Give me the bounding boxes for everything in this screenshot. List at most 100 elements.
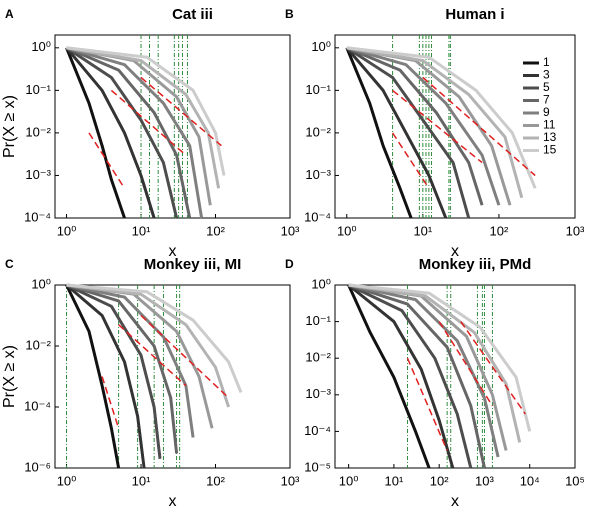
fit-line (101, 376, 120, 429)
fit-line (118, 324, 187, 387)
series-line (345, 46, 448, 219)
x-tick-label: 10⁰ (337, 223, 357, 238)
series-line (66, 283, 243, 393)
panel-letter: D (285, 257, 294, 271)
x-tick-label: 10⁰ (57, 473, 77, 488)
series-line (348, 283, 500, 458)
y-tick-label: 10⁻¹ (305, 313, 331, 328)
series-line (347, 284, 431, 469)
series-line (65, 47, 126, 219)
y-tick-label: 10⁻⁴ (304, 423, 331, 438)
legend-label: 15 (543, 143, 557, 157)
series-line (66, 46, 221, 189)
x-tick-label: 10¹ (132, 473, 151, 488)
series-line (345, 47, 413, 219)
series-line (65, 283, 162, 459)
series-line (65, 283, 146, 469)
y-tick-label: 10⁻⁴ (304, 209, 331, 224)
y-tick-label: 10⁻⁴ (24, 209, 51, 224)
y-tick-label: 10⁻² (305, 124, 331, 139)
y-tick-label: 10⁻² (25, 337, 51, 352)
x-axis-label: x (451, 243, 459, 260)
x-tick-label: 10⁵ (565, 473, 585, 488)
panel-letter: C (5, 257, 14, 271)
y-tick-label: 10⁻¹ (305, 82, 331, 97)
x-axis-label: x (169, 493, 177, 510)
series-line (347, 283, 473, 469)
x-axis-label: x (451, 493, 459, 510)
series-line (347, 283, 455, 469)
x-tick-label: 10² (490, 223, 509, 238)
x-tick-label: 10¹ (413, 223, 432, 238)
y-tick-label: 10⁻² (25, 124, 51, 139)
y-tick-label: 10⁻² (305, 350, 331, 365)
fit-line (438, 321, 494, 407)
legend-label: 13 (543, 130, 557, 144)
x-tick-label: 10¹ (385, 473, 404, 488)
series-line (348, 283, 522, 443)
legend-label: 5 (543, 80, 550, 94)
plot-area (54, 284, 291, 469)
legend-label: 9 (543, 105, 550, 119)
series-line (65, 46, 156, 219)
x-tick-label: 10³ (281, 473, 300, 488)
fit-line (422, 76, 536, 177)
fit-line (460, 321, 526, 415)
plot-area (334, 284, 576, 469)
fit-line (392, 89, 483, 164)
fit-line (391, 132, 430, 189)
legend-label: 3 (543, 68, 550, 82)
series-line (66, 283, 231, 408)
y-tick-label: 10⁻¹ (25, 82, 51, 97)
y-axis-label: Pr(X ≥ x) (1, 345, 18, 408)
x-tick-label: 10⁰ (57, 223, 77, 238)
series-line (346, 46, 537, 189)
y-tick-label: 10⁻⁴ (24, 398, 51, 413)
series-line (66, 283, 179, 454)
y-tick-label: 10⁰ (311, 39, 331, 54)
fit-line (140, 314, 230, 399)
series-line (66, 46, 226, 176)
chart-title: Human i (445, 6, 504, 23)
panel-letter: B (285, 7, 294, 21)
y-tick-label: 10⁻³ (25, 167, 51, 182)
y-tick-label: 10⁰ (31, 39, 51, 54)
x-axis-label: x (169, 243, 177, 260)
x-tick-label: 10² (430, 473, 449, 488)
x-tick-label: 10¹ (132, 223, 151, 238)
series-line (346, 46, 484, 206)
series-line (65, 284, 121, 469)
x-tick-label: 10² (206, 473, 225, 488)
x-tick-label: 10³ (281, 223, 300, 238)
legend-label: 11 (543, 118, 556, 132)
series-line (65, 46, 179, 219)
y-tick-label: 10⁻⁶ (24, 459, 51, 474)
legend-label: 7 (543, 93, 550, 107)
series-line (66, 46, 204, 219)
fit-line (110, 89, 187, 156)
x-tick-label: 10³ (475, 473, 494, 488)
series-line (66, 283, 195, 438)
y-tick-label: 10⁰ (31, 276, 51, 291)
series-line (346, 46, 524, 199)
series-line (348, 283, 486, 469)
fit-line (406, 357, 448, 451)
x-tick-label: 10² (206, 223, 225, 238)
y-tick-label: 10⁻³ (305, 167, 331, 182)
series-line (346, 46, 501, 206)
chart-title: Monkey iii, PMd (419, 256, 532, 273)
x-tick-label: 10³ (566, 223, 585, 238)
y-tick-label: 10⁻⁵ (304, 459, 331, 474)
y-tick-label: 10⁰ (311, 276, 331, 291)
series-line (348, 283, 532, 432)
series-line (345, 46, 471, 219)
fit-line (140, 76, 222, 147)
y-axis-label: Pr(X ≥ x) (1, 95, 18, 158)
chart-title: Monkey iii, MI (144, 256, 242, 273)
x-tick-label: 10⁴ (520, 473, 540, 488)
series-line (65, 46, 192, 219)
y-tick-label: 10⁻³ (305, 386, 331, 401)
chart-title: Cat iii (172, 6, 213, 23)
x-tick-label: 10⁰ (339, 473, 359, 488)
